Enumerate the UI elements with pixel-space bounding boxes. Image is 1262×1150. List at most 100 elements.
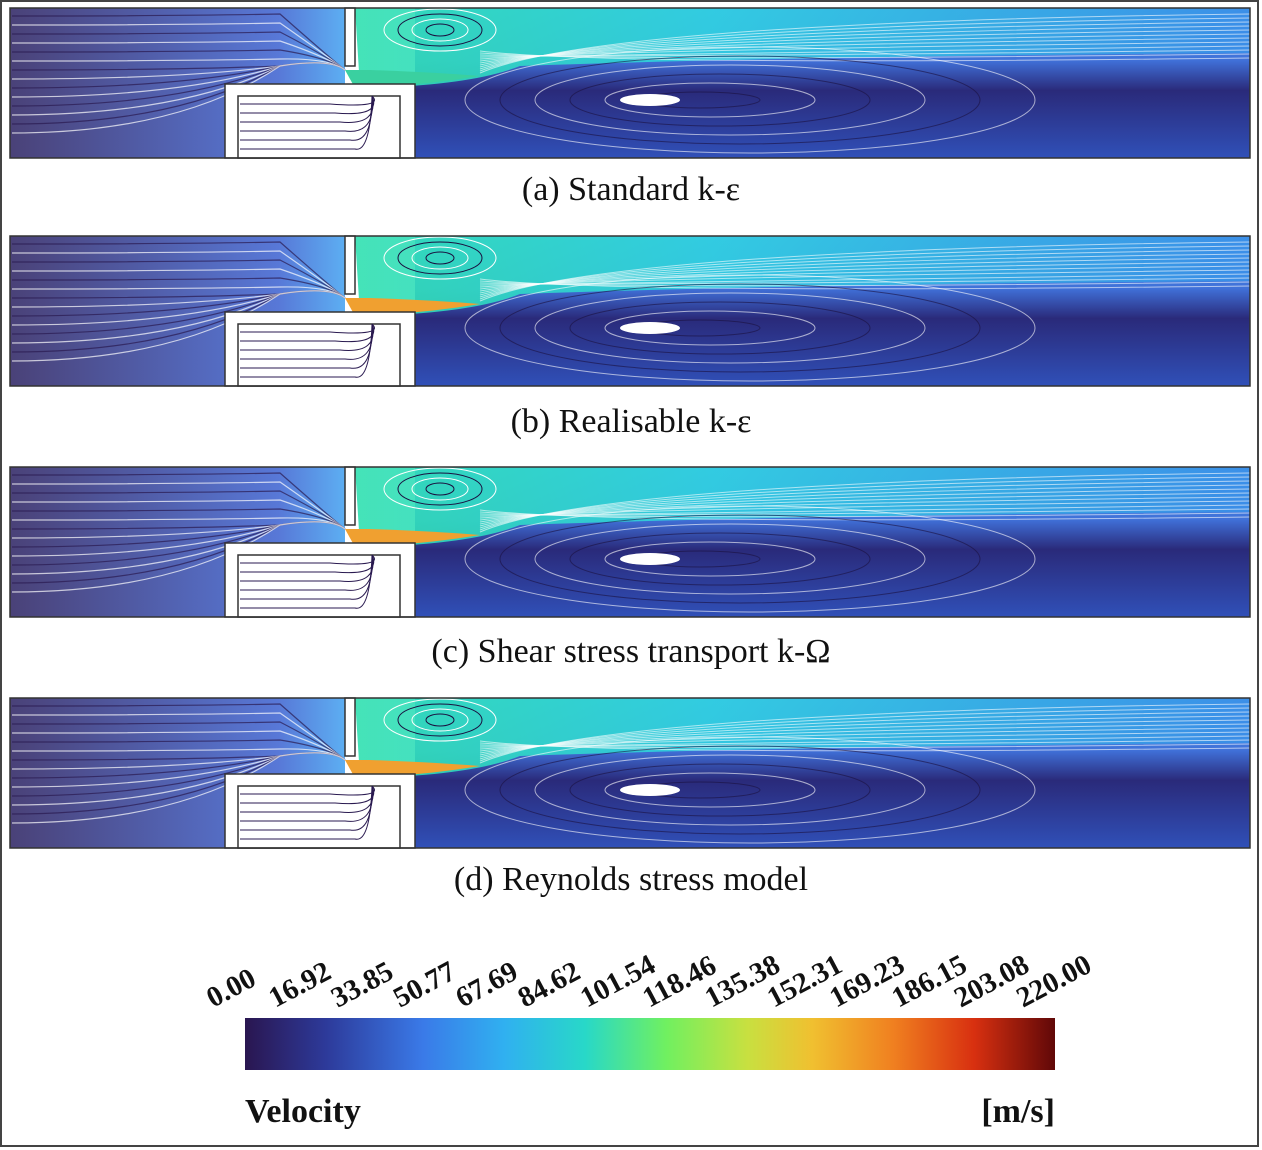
streamline: [11, 31, 346, 71]
recirc-line: [383, 698, 497, 742]
colorbar-tick-label: 84.62: [513, 955, 586, 1014]
streamline: [11, 490, 346, 530]
recirc-line: [411, 246, 469, 270]
nozzle-wall: [344, 697, 356, 757]
recirc-line: [397, 13, 483, 47]
colorbar: Velocity [m/s] 0.00 16.9233.8550.7767.698…: [201, 948, 1096, 1130]
streamline: [11, 58, 346, 71]
streamline: [11, 517, 346, 530]
streamline: [479, 278, 1251, 290]
streamline: [11, 508, 346, 530]
recirc-line: [411, 18, 469, 42]
vortex-core: [620, 784, 680, 796]
panels: (a) Standard k-ε (b) Realisable k-ε (c) Sh…: [9, 7, 1251, 898]
vortex-line: [569, 532, 871, 586]
flow-panel: (a) Standard k-ε: [9, 7, 1251, 208]
streamline: [11, 259, 346, 299]
colorbar-tick-label: 50.77: [388, 955, 461, 1014]
colorbar-tick-label: 33.85: [326, 955, 399, 1014]
vortex-core: [620, 94, 680, 106]
vortex-line: [464, 274, 1036, 382]
colorbar-ramp: [245, 1018, 1055, 1070]
vortex-core: [620, 322, 680, 334]
cavity-streamline: [240, 554, 375, 565]
vortex-line: [569, 301, 871, 355]
flow-panel: (c) Shear stress transport k-Ω: [9, 466, 1251, 670]
recirc-line: [425, 23, 455, 37]
streamline: [11, 277, 346, 299]
recirc-line: [397, 703, 483, 737]
streamline: [11, 13, 346, 71]
vortex-line: [604, 772, 816, 808]
recirc-line: [383, 467, 497, 511]
streamline: [11, 499, 346, 530]
domain-outline: [9, 466, 1251, 618]
colorbar-tick-label: 67.69: [450, 955, 523, 1014]
vortex-line: [464, 736, 1036, 844]
streamline: [479, 740, 1251, 752]
streamline: [11, 748, 346, 761]
streamline: [11, 268, 346, 299]
streamline: [11, 286, 346, 299]
streamline: [11, 730, 346, 761]
recirc-line: [397, 472, 483, 506]
vortex-line: [464, 46, 1036, 154]
domain-outline: [9, 235, 1251, 387]
nozzle-wall: [344, 235, 356, 295]
recirc-line: [397, 241, 483, 275]
domain-outline: [9, 697, 1251, 849]
streamline: [11, 481, 346, 530]
vortex-line: [604, 541, 816, 577]
streamline: [479, 50, 1251, 62]
cavity-streamline: [240, 554, 373, 609]
panel-caption: (a) Standard k-ε: [522, 171, 740, 208]
cavity-inner: [237, 554, 401, 618]
flow-panel: (b) Realisable k-ε: [9, 235, 1251, 440]
streamline: [11, 712, 346, 761]
streamline: [11, 703, 346, 761]
panel-caption: (d) Reynolds stress model: [454, 861, 808, 898]
streamline: [11, 250, 346, 299]
streamline: [11, 22, 346, 71]
cavity-streamline: [240, 95, 375, 115]
vortex-line: [569, 763, 871, 817]
recirc-line: [425, 713, 455, 727]
panel-caption: (c) Shear stress transport k-Ω: [431, 633, 830, 670]
cavity-streamline: [240, 323, 373, 378]
vortex-line: [499, 55, 981, 145]
streamline: [11, 241, 346, 299]
vortex-line: [534, 292, 926, 364]
vortex-line: [464, 505, 1036, 613]
vortex-line: [499, 283, 981, 373]
recirc-line: [411, 708, 469, 732]
panel-caption: (b) Realisable k-ε: [511, 403, 752, 440]
nozzle-wall: [344, 7, 356, 67]
vortex-line: [534, 754, 926, 826]
recirc-line: [383, 236, 497, 280]
vortex-line: [499, 514, 981, 604]
cavity-streamline: [240, 554, 375, 574]
vortex-line: [604, 82, 816, 118]
streamline: [11, 40, 346, 71]
colorbar-unit: [m/s]: [981, 1093, 1055, 1130]
cavity-streamline: [240, 323, 375, 334]
colorbar-title: Velocity: [245, 1093, 361, 1130]
streamline: [11, 721, 346, 761]
recirc-line: [425, 251, 455, 265]
streamline: [11, 739, 346, 761]
cavity-streamline: [240, 785, 373, 840]
vortex-line: [569, 73, 871, 127]
vortex-line: [534, 64, 926, 136]
vortex-core: [620, 553, 680, 565]
flow-panel: (d) Reynolds stress model: [9, 697, 1251, 898]
vortex-line: [604, 310, 816, 346]
cavity-streamline: [240, 323, 375, 343]
streamline: [479, 509, 1251, 521]
vortex-line: [534, 523, 926, 595]
streamline: [11, 49, 346, 71]
nozzle-wall: [344, 466, 356, 526]
vortex-line: [499, 745, 981, 835]
cavity-streamline: [240, 785, 375, 796]
